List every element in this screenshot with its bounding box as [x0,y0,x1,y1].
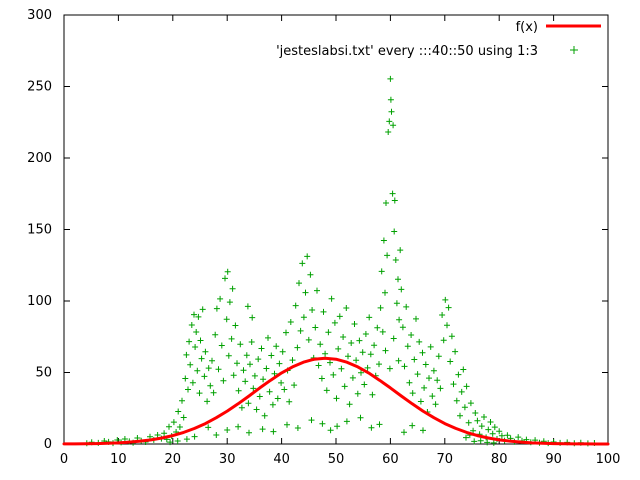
legend-fx-label: f(x) [516,20,538,35]
legend-data-plus-marker [570,46,578,54]
scatter-points [83,75,598,447]
fx-curve [62,356,610,446]
legend: f(x) 'jesteslabsi.txt' every :::40::50 u… [276,20,601,59]
x-tick-label: 90 [545,452,562,467]
y-tick-label: 200 [27,151,52,166]
x-tick-label: 50 [328,452,345,467]
x-tick-label: 100 [596,452,621,467]
x-tick-label: 80 [491,452,508,467]
x-tick-label: 60 [382,452,399,467]
x-tick-label: 40 [273,452,290,467]
x-tick-label: 20 [165,452,182,467]
legend-data-label: 'jesteslabsi.txt' every :::40::50 using … [276,44,538,59]
y-tick-label: 250 [27,80,52,95]
y-tick-label: 300 [27,8,52,23]
x-tick-label: 0 [60,452,68,467]
x-tick-label: 30 [219,452,236,467]
y-tick-label: 50 [35,366,52,381]
y-tick-label: 100 [27,294,52,309]
y-tick-label: 0 [44,437,52,452]
series-layer [62,75,610,447]
x-tick-label: 70 [437,452,454,467]
y-tick-label: 150 [27,223,52,238]
plot-border [63,14,609,445]
axes: 0 10 20 30 40 50 60 70 80 90 100 0 50 100 150 200 250 300 [27,8,620,467]
x-tick-label: 10 [110,452,127,467]
